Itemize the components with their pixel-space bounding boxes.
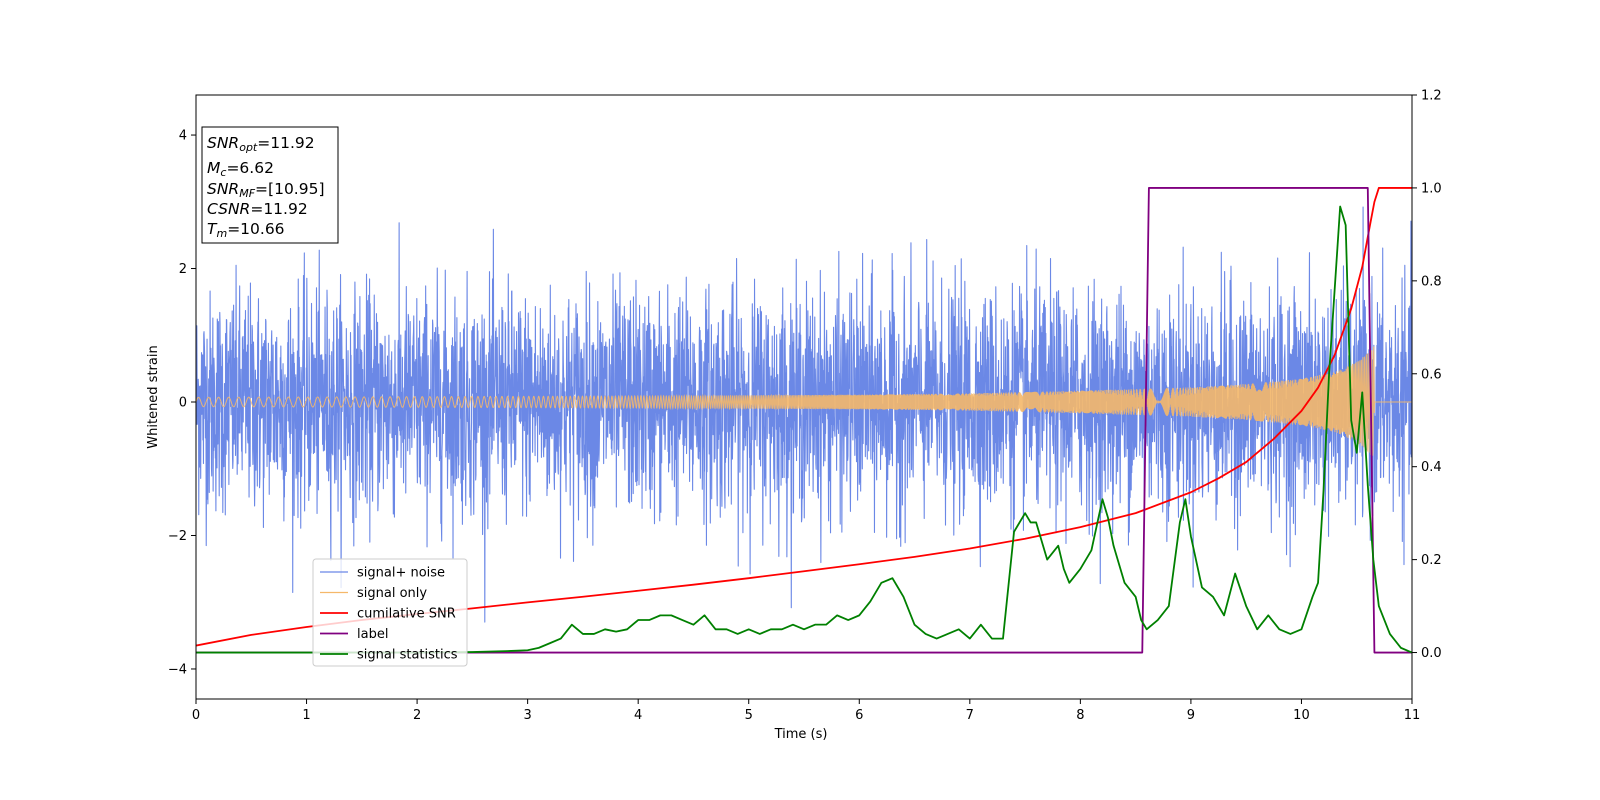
x-tick-label: 3: [523, 708, 531, 723]
legend-frame: [312, 558, 468, 667]
annotation-subscript: opt: [239, 141, 258, 154]
x-tick-label: 7: [966, 708, 974, 723]
y-left-tick-label: −2: [168, 529, 187, 544]
annotation-line: Mc=6.62: [207, 159, 274, 179]
x-tick-label: 10: [1293, 708, 1310, 723]
y-right-tick-label: 0.0: [1421, 646, 1442, 661]
series-cumilative-snr-line: [196, 187, 1412, 647]
y-right-tick-label: 0.6: [1421, 367, 1442, 382]
annotation-symbol: SNR: [207, 134, 239, 152]
x-tick-label: 0: [192, 708, 200, 723]
annotation-value: =[10.95]: [255, 180, 324, 198]
annotation-subscript: MF: [239, 187, 255, 200]
y-axis-right: 0.0 0.2 0.4 0.6 0.8 1.0 1.2: [1412, 89, 1442, 661]
y-left-tick-label: 0: [179, 396, 187, 411]
x-axis: 0 1 2 3 4 5 6 7 8 9 10 11: [192, 699, 1420, 723]
annotation-symbol: M: [207, 159, 220, 177]
legend-label: signal+ noise: [357, 566, 445, 581]
y-right-tick-label: 0.4: [1421, 460, 1442, 475]
legend-label: signal statistics: [357, 648, 458, 663]
x-tick-label: 1: [302, 708, 310, 723]
y-left-tick-label: 2: [179, 262, 187, 277]
x-tick-label: 11: [1404, 708, 1421, 723]
x-tick-label: 4: [634, 708, 642, 723]
legend-label: label: [357, 627, 388, 642]
legend: signal+ noise signal only cumilative SNR la…: [312, 558, 468, 667]
y-axis-left: −4 −2 0 2 4: [168, 129, 196, 677]
x-axis-title: Time (s): [774, 727, 828, 742]
series-signal-plus-noise-line: [196, 206, 1412, 623]
y-left-tick-label: −4: [168, 662, 187, 677]
y-right-tick-label: 1.2: [1421, 89, 1442, 104]
x-tick-label: 9: [1187, 708, 1195, 723]
series-signal-only-line: [196, 346, 1412, 456]
y-right-tick-label: 1.0: [1421, 181, 1442, 196]
plot-frame: [195, 94, 1413, 700]
series-signal-statistics-line: [196, 205, 1412, 654]
annotation-line: Tm=10.66: [207, 220, 285, 240]
annotation-symbol: T: [207, 220, 218, 238]
annotation-box: SNRopt=11.92Mc=6.62SNRMF=[10.95]CSNR=11.…: [201, 126, 339, 244]
y-right-tick-label: 0.2: [1421, 553, 1442, 568]
annotation-frame: [201, 126, 339, 244]
annotation-value: =10.66: [227, 220, 284, 238]
x-tick-label: 6: [855, 708, 863, 723]
annotation-line: SNRMF=[10.95]: [207, 180, 325, 200]
legend-label: cumilative SNR: [357, 607, 456, 622]
x-tick-label: 5: [745, 708, 753, 723]
series-label-line: [196, 187, 1412, 654]
legend-label: signal only: [357, 586, 427, 601]
annotation-value: =11.92: [257, 134, 314, 152]
y-right-tick-label: 0.8: [1421, 274, 1442, 289]
annotation-symbol: SNR: [207, 180, 239, 198]
annotation-symbol: CSNR: [207, 200, 250, 218]
annotation-subscript: m: [216, 227, 227, 240]
annotation-value: =6.62: [226, 159, 274, 177]
annotation-value: =11.92: [250, 200, 307, 218]
annotation-line: CSNR=11.92: [207, 200, 308, 218]
y-axis-title: Whitened strain: [146, 345, 161, 448]
x-tick-label: 8: [1076, 708, 1084, 723]
x-tick-label: 2: [413, 708, 421, 723]
series-layer: [196, 187, 1412, 654]
annotation-subscript: c: [220, 166, 226, 179]
y-left-tick-label: 4: [179, 129, 187, 144]
annotation-line: SNRopt=11.92: [207, 134, 315, 154]
